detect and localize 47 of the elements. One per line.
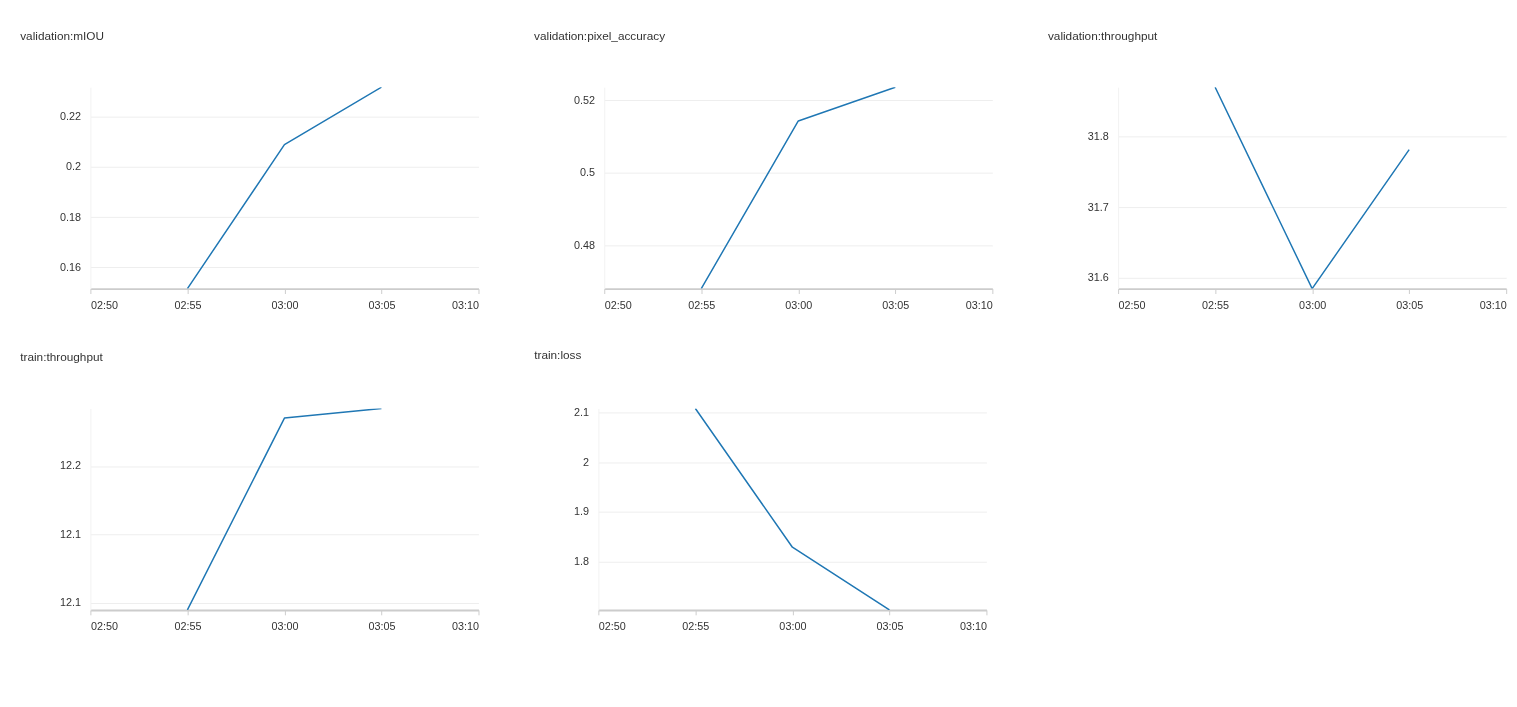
x-tick-label: 03:05 [882, 298, 910, 311]
chart-title: train:loss [534, 348, 582, 362]
x-tick-label: 02:55 [682, 620, 710, 633]
y-tick-label: 0.22 [60, 110, 82, 123]
x-tick-label: 03:05 [876, 620, 904, 633]
y-tick-label: 0.2 [66, 160, 82, 173]
x-tick-label: 03:10 [959, 620, 987, 633]
y-tick-label: 2.1 [574, 405, 590, 418]
chart-title: validation:mIOU [20, 29, 105, 43]
y-tick-label: 0.18 [60, 210, 82, 223]
x-tick-label: 02:50 [1118, 298, 1146, 311]
y-tick-label: 0.48 [573, 238, 595, 251]
y-tick-label: 1.8 [574, 555, 590, 568]
x-tick-label: 03:00 [1299, 298, 1327, 311]
x-tick-label: 03:05 [1396, 298, 1424, 311]
x-tick-label: 03:00 [271, 620, 299, 633]
y-tick-label: 2 [583, 455, 590, 468]
y-tick-label: 0.5 [579, 166, 595, 179]
x-tick-label: 02:55 [174, 298, 202, 311]
x-tick-label: 02:55 [688, 298, 716, 311]
x-tick-label: 02:55 [174, 620, 202, 633]
x-tick-label: 03:05 [368, 620, 396, 633]
x-tick-label: 03:10 [965, 298, 993, 311]
y-tick-label: 31.6 [1087, 271, 1109, 284]
y-tick-label: 12.1 [60, 527, 82, 540]
x-tick-label: 02:50 [90, 620, 118, 633]
chart-title: validation:throughput [1047, 29, 1159, 43]
chart-title: validation:pixel_accuracy [534, 29, 666, 43]
y-tick-label: 31.7 [1087, 200, 1109, 213]
y-tick-label: 12.1 [60, 596, 82, 609]
x-tick-label: 03:05 [368, 298, 396, 311]
x-tick-label: 02:50 [90, 298, 118, 311]
x-tick-label: 03:10 [451, 620, 479, 633]
y-tick-label: 12.2 [60, 459, 82, 472]
x-tick-label: 03:00 [779, 620, 807, 633]
x-tick-label: 02:50 [598, 620, 626, 633]
x-tick-label: 03:10 [1479, 298, 1507, 311]
y-tick-label: 0.16 [60, 260, 82, 273]
x-tick-label: 02:55 [1202, 298, 1230, 311]
y-tick-label: 0.52 [573, 93, 595, 106]
x-tick-label: 02:50 [604, 298, 632, 311]
x-tick-label: 03:10 [451, 298, 479, 311]
chart-title: train:throughput [20, 350, 104, 364]
x-tick-label: 03:00 [785, 298, 813, 311]
y-tick-label: 1.9 [574, 505, 590, 518]
x-tick-label: 03:00 [271, 298, 299, 311]
y-tick-label: 31.8 [1087, 129, 1109, 142]
